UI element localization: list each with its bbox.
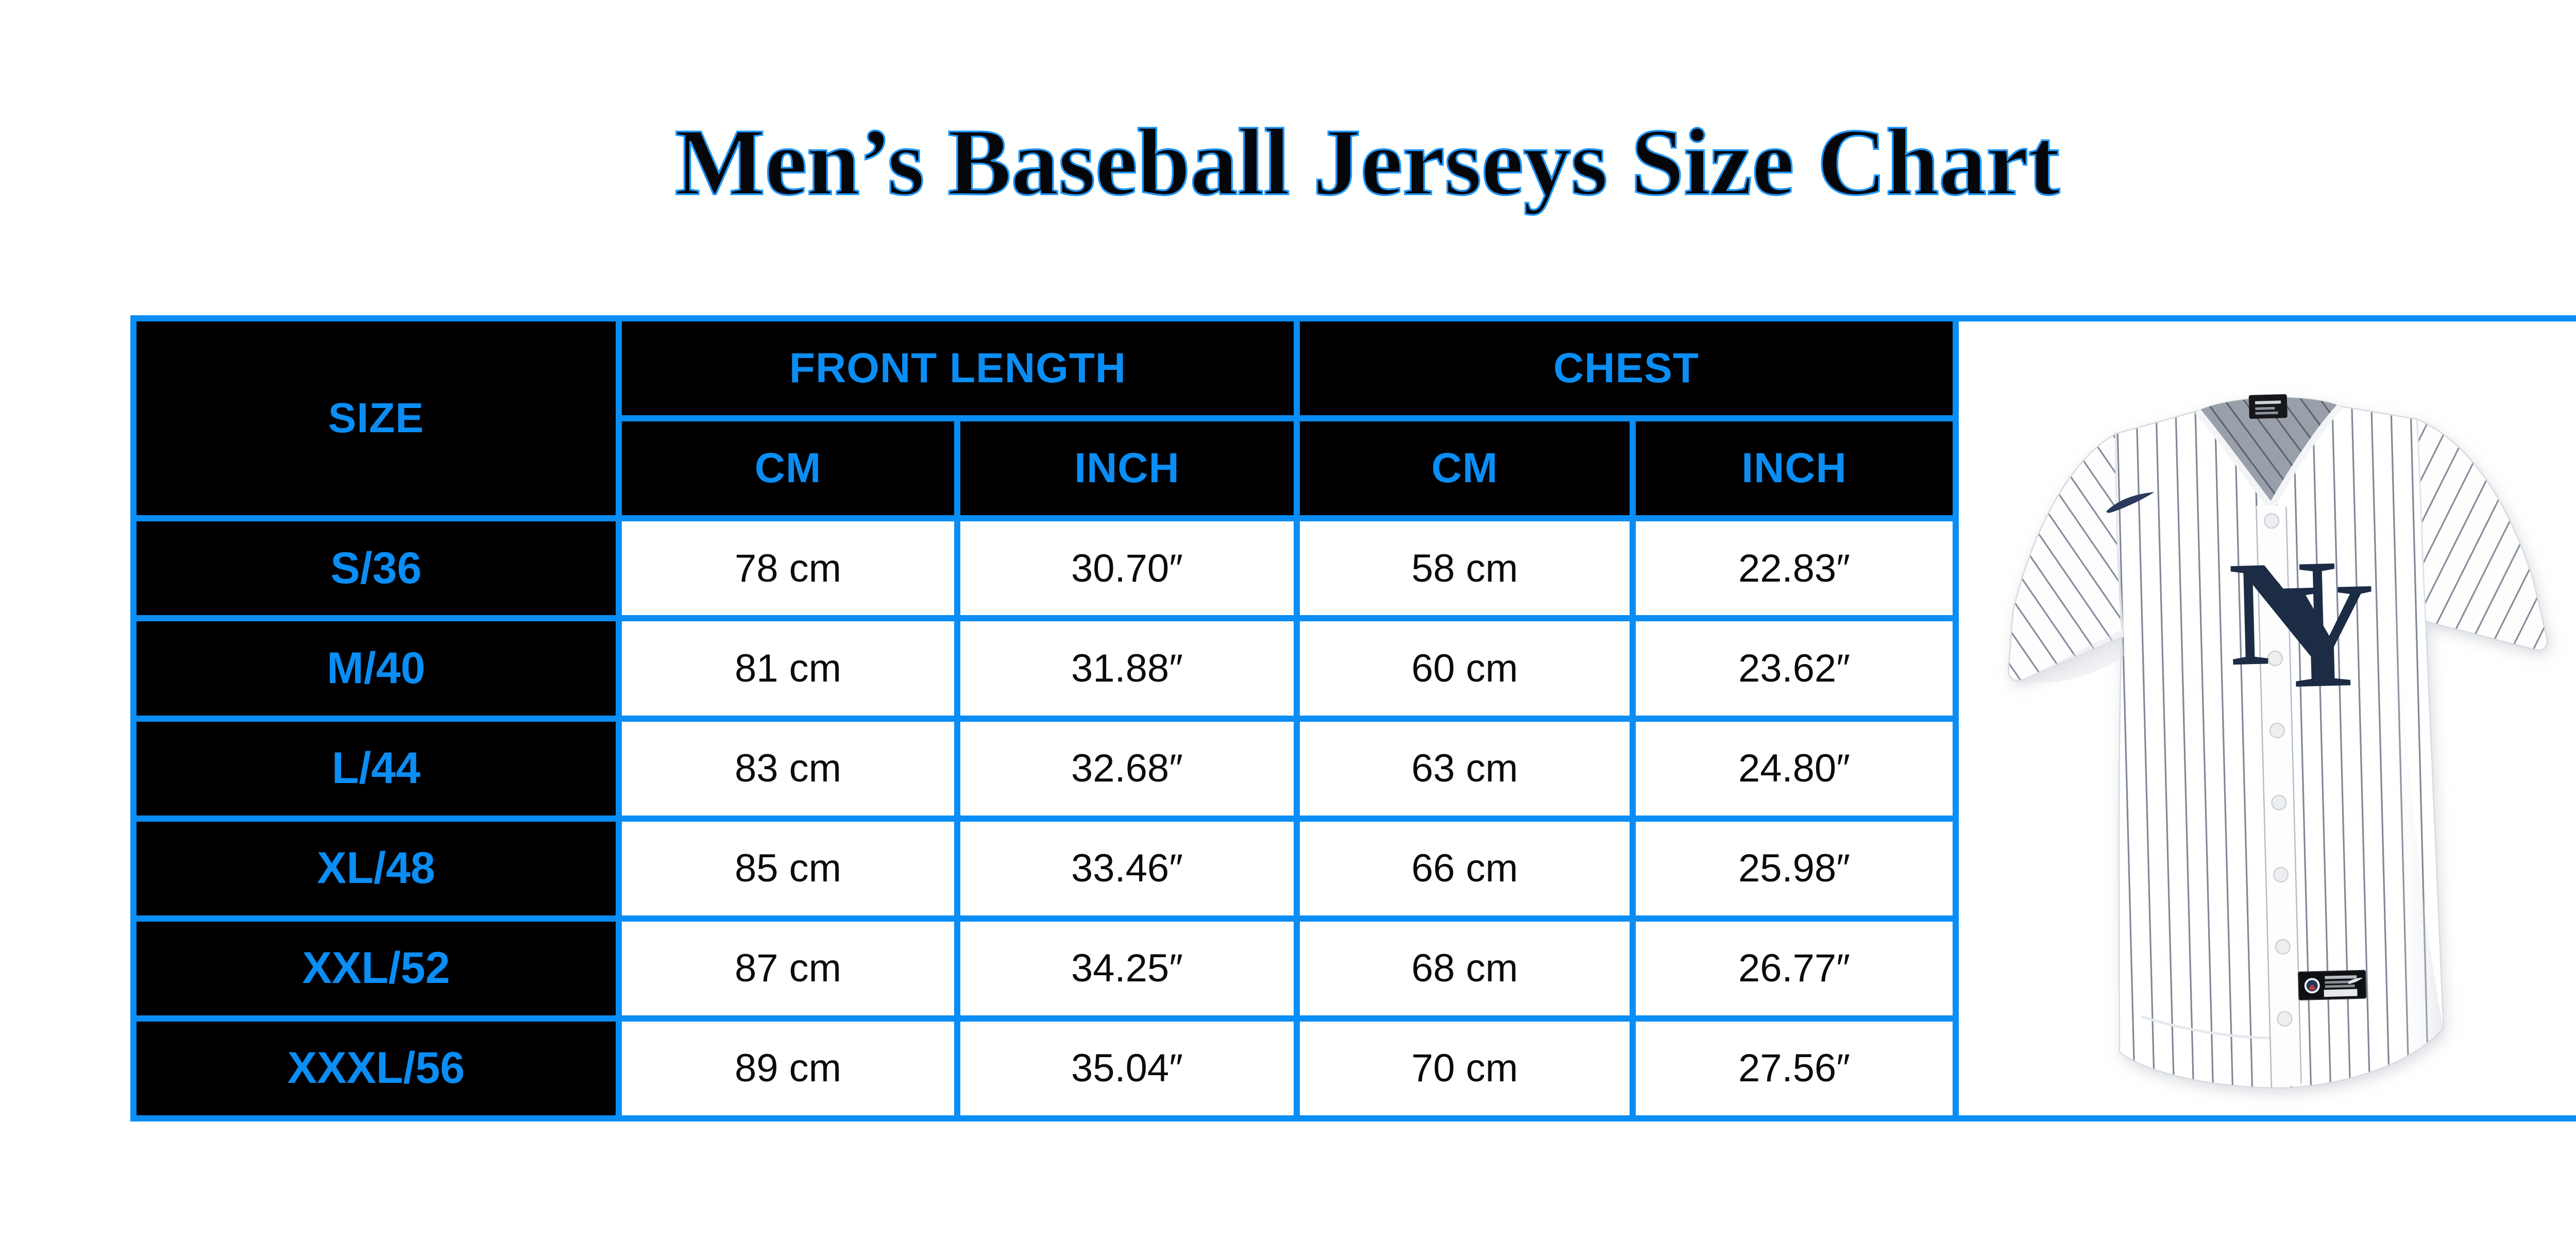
row-size-label: L/44 bbox=[137, 721, 616, 816]
cell-front-cm: 89 cm bbox=[622, 1021, 954, 1115]
cell-chest-cm: 66 cm bbox=[1300, 821, 1630, 915]
cell-chest-inch: 22.83″ bbox=[1636, 521, 1953, 616]
jersey-graphic: N Y bbox=[2008, 394, 2548, 1089]
size-table: SIZE FRONT LENGTH CHEST CM INCH CM INCH … bbox=[130, 315, 2576, 1122]
row-size-label: S/36 bbox=[137, 521, 616, 616]
cell-chest-cm: 70 cm bbox=[1300, 1021, 1630, 1115]
svg-text:N: N bbox=[2227, 529, 2340, 698]
cell-front-inch: 34.25″ bbox=[960, 921, 1294, 1015]
yankees-jersey-image: N Y bbox=[2008, 394, 2548, 1089]
cell-chest-inch: 27.56″ bbox=[1636, 1021, 1953, 1115]
cell-chest-cm: 63 cm bbox=[1300, 721, 1630, 816]
header-chest: CHEST bbox=[1300, 321, 1953, 416]
header-front-inch: INCH bbox=[960, 421, 1294, 516]
cell-chest-cm: 68 cm bbox=[1300, 921, 1630, 1015]
cell-front-cm: 81 cm bbox=[622, 621, 954, 716]
cell-front-inch: 32.68″ bbox=[960, 721, 1294, 816]
cell-chest-inch: 24.80″ bbox=[1636, 721, 1953, 816]
row-size-label: XXL/52 bbox=[137, 921, 616, 1015]
svg-text:Y: Y bbox=[2264, 551, 2377, 720]
cell-front-inch: 30.70″ bbox=[960, 521, 1294, 616]
collar-size-label-top bbox=[2248, 394, 2287, 419]
cell-front-cm: 78 cm bbox=[622, 521, 954, 616]
cell-chest-inch: 25.98″ bbox=[1636, 821, 1953, 915]
jersey-right-sleeve bbox=[2416, 418, 2548, 651]
header-chest-cm: CM bbox=[1300, 421, 1630, 516]
cell-front-inch: 35.04″ bbox=[960, 1021, 1294, 1115]
cell-chest-inch: 26.77″ bbox=[1636, 921, 1953, 1015]
row-size-label: XL/48 bbox=[137, 821, 616, 915]
row-size-label: M/40 bbox=[137, 621, 616, 716]
cell-front-cm: 87 cm bbox=[622, 921, 954, 1015]
header-front-length: FRONT LENGTH bbox=[622, 321, 1294, 416]
header-front-cm: CM bbox=[622, 421, 954, 516]
header-size: SIZE bbox=[137, 321, 616, 516]
nike-swoosh-icon bbox=[2106, 492, 2155, 513]
header-chest-inch: INCH bbox=[1636, 421, 1953, 516]
jersey-buttons bbox=[2264, 513, 2293, 1027]
cell-front-cm: 83 cm bbox=[622, 721, 954, 816]
cell-chest-cm: 58 cm bbox=[1300, 521, 1630, 616]
cell-front-inch: 33.46″ bbox=[960, 821, 1294, 915]
ny-logo: N Y bbox=[2227, 529, 2377, 721]
cell-front-cm: 85 cm bbox=[622, 821, 954, 915]
jersey-image-panel: N Y bbox=[1959, 321, 2576, 1115]
cell-chest-inch: 23.62″ bbox=[1636, 621, 1953, 716]
jock-tag-swoosh-icon bbox=[2348, 977, 2363, 984]
row-size-label: XXXL/56 bbox=[137, 1021, 616, 1115]
page-title: Men’s Baseball Jerseys Size Chart bbox=[674, 109, 2061, 215]
jock-tag bbox=[2298, 970, 2367, 1000]
cell-front-inch: 31.88″ bbox=[960, 621, 1294, 716]
cell-chest-cm: 60 cm bbox=[1300, 621, 1630, 716]
